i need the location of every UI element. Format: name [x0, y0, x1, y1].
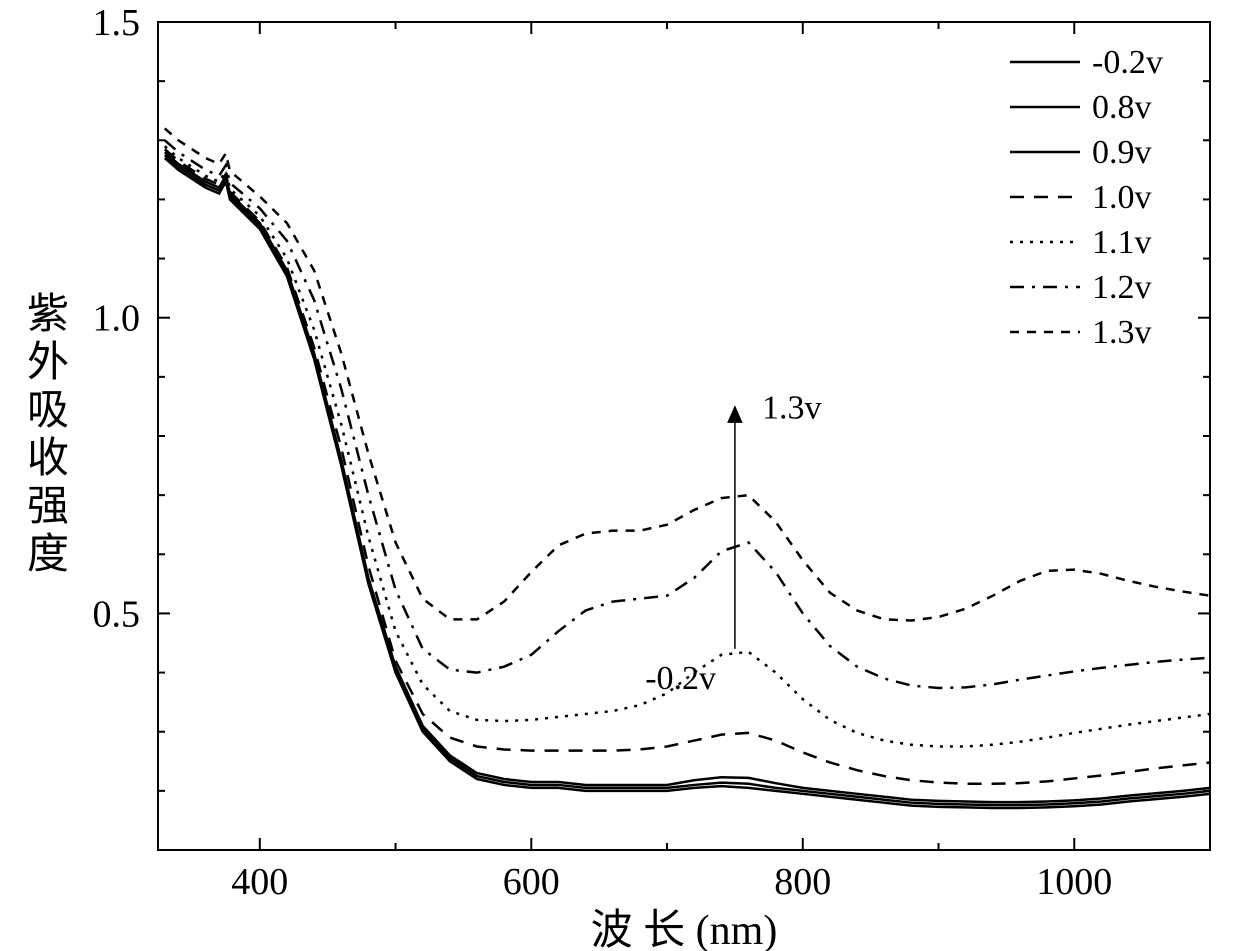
plot-frame [158, 22, 1210, 850]
legend-label: 0.8v [1092, 89, 1152, 126]
legend-label: 1.0v [1092, 179, 1152, 216]
y-tick-label: 1.0 [93, 298, 141, 340]
y-axis-title-char: 紫 [27, 292, 69, 338]
annotation-top-label: 1.3v [762, 389, 822, 426]
legend-label: 0.9v [1092, 134, 1152, 171]
legend-label: 1.1v [1092, 224, 1152, 261]
series-line [165, 140, 1210, 688]
x-tick-label: 400 [231, 861, 288, 903]
x-tick-label: 600 [503, 861, 560, 903]
legend-label: 1.2v [1092, 269, 1152, 306]
series-line [165, 155, 1210, 805]
y-axis-title-char: 强 [27, 484, 69, 530]
y-axis-title-char: 度 [27, 532, 69, 578]
x-axis-title: 波 长 (nm) [591, 908, 778, 951]
arrow-head-icon [728, 406, 742, 422]
x-tick-label: 1000 [1036, 861, 1112, 903]
series-line [165, 128, 1210, 620]
series-line [165, 146, 1210, 746]
chart-container: 400 600 800 1000 0.5 1.0 1.5 波 长 (nm) 紫外吸收强度 1.3v… [0, 0, 1240, 951]
chart-svg: 400 600 800 1000 0.5 1.0 1.5 波 长 (nm) 紫外吸收强度 1.3v… [0, 0, 1240, 951]
y-axis-title-char: 吸 [27, 388, 69, 434]
series-line [165, 152, 1210, 802]
y-axis-title-char: 收 [27, 436, 69, 482]
x-tick-label: 800 [774, 861, 831, 903]
series-line [165, 158, 1210, 808]
legend-label: 1.3v [1092, 314, 1152, 351]
legend-label: -0.2v [1092, 44, 1163, 81]
y-tick-label: 1.5 [93, 2, 141, 44]
y-tick-label: 0.5 [93, 593, 141, 635]
y-axis-title-char: 外 [27, 340, 69, 386]
annotation-bottom-label: -0.2v [645, 660, 716, 697]
